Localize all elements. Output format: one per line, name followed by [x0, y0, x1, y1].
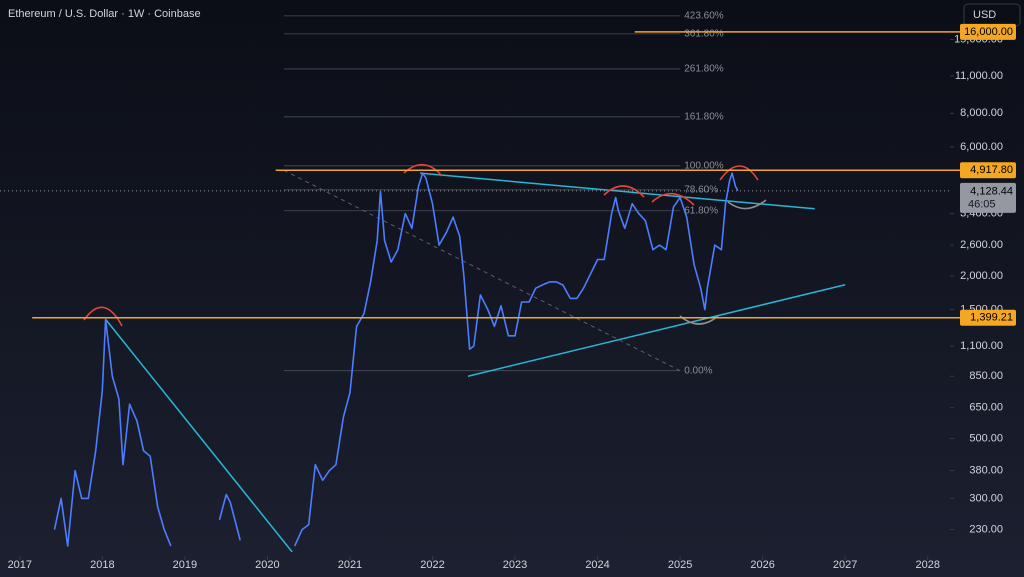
y-tick-label: 6,000.00 [960, 141, 1003, 153]
fib-label: 361.80% [684, 29, 724, 40]
x-tick-label: 2020 [255, 559, 279, 571]
arc [719, 165, 759, 181]
price-level-label: 1,399.21 [970, 312, 1013, 324]
arc [727, 199, 767, 210]
fib-label: 0.00% [684, 365, 712, 376]
y-tick-label: 2,600.00 [960, 239, 1003, 251]
x-tick-label: 2023 [503, 559, 527, 571]
countdown-label: 46:05 [968, 199, 996, 211]
x-tick-label: 2017 [8, 559, 32, 571]
symbol-title: Ethereum / U.S. Dollar · 1W · Coinbase [8, 8, 201, 20]
x-tick-label: 2027 [833, 559, 857, 571]
y-tick-label: 380.00 [969, 465, 1003, 477]
x-tick-label: 2028 [915, 559, 939, 571]
price-level-tag [960, 309, 1016, 326]
arc [603, 185, 645, 198]
x-tick-label: 2021 [338, 559, 362, 571]
currency-label[interactable]: USD [973, 9, 996, 21]
price-level-tag [960, 23, 1016, 40]
fib-label: 61.80% [684, 205, 718, 216]
x-tick-label: 2024 [585, 559, 609, 571]
fib-label: 100.00% [684, 160, 724, 171]
x-tick-label: 2026 [750, 559, 774, 571]
last-price-tag [960, 182, 1016, 213]
arc [83, 306, 123, 327]
trendline [283, 169, 681, 372]
trendline [420, 172, 815, 210]
price-line [53, 172, 739, 547]
trendline [467, 284, 846, 377]
y-tick-label: 8,000.00 [960, 107, 1003, 119]
x-tick-label: 2025 [668, 559, 692, 571]
y-tick-label: 230.00 [969, 523, 1003, 535]
price-level-label: 16,000.00 [964, 26, 1013, 38]
y-tick-label: 2,000.00 [960, 270, 1003, 282]
fib-label: 78.60% [684, 184, 718, 195]
price-level-label: 4,917.80 [970, 164, 1013, 176]
plot-layer: 423.60% 361.80% 261.80% 161.80% 100.00% 78.60… [0, 11, 950, 552]
y-tick-label: 11,000.00 [955, 70, 1003, 82]
x-tick-label: 2018 [90, 559, 114, 571]
fib-label: 423.60% [684, 11, 724, 22]
y-tick-label: 500.00 [969, 432, 1003, 444]
last-price-label: 4,128.44 [970, 186, 1013, 198]
arc [651, 192, 695, 206]
fib-label: 161.80% [684, 111, 724, 122]
price-level-tag [960, 162, 1016, 179]
y-tick-label: 300.00 [969, 492, 1003, 504]
fib-label: 261.80% [684, 64, 724, 75]
x-tick-label: 2019 [173, 559, 197, 571]
y-tick-label: 1,100.00 [960, 340, 1003, 352]
y-tick-label: 650.00 [969, 402, 1003, 414]
x-tick-label: 2022 [420, 559, 444, 571]
trendline [105, 318, 293, 552]
y-tick-label: 850.00 [969, 370, 1003, 382]
